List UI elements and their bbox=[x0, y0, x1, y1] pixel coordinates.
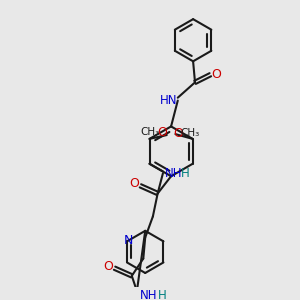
Text: O: O bbox=[103, 260, 113, 273]
Text: NH: NH bbox=[140, 289, 158, 300]
Text: CH₃: CH₃ bbox=[180, 128, 200, 138]
Text: H: H bbox=[181, 167, 189, 180]
Text: O: O bbox=[173, 127, 183, 140]
Text: O: O bbox=[211, 68, 221, 81]
Text: CH₃: CH₃ bbox=[140, 127, 159, 137]
Text: NH: NH bbox=[165, 167, 182, 180]
Text: O: O bbox=[157, 126, 167, 139]
Text: O: O bbox=[129, 177, 139, 190]
Text: HN: HN bbox=[159, 94, 177, 107]
Text: N: N bbox=[124, 234, 134, 247]
Text: H: H bbox=[158, 289, 167, 300]
